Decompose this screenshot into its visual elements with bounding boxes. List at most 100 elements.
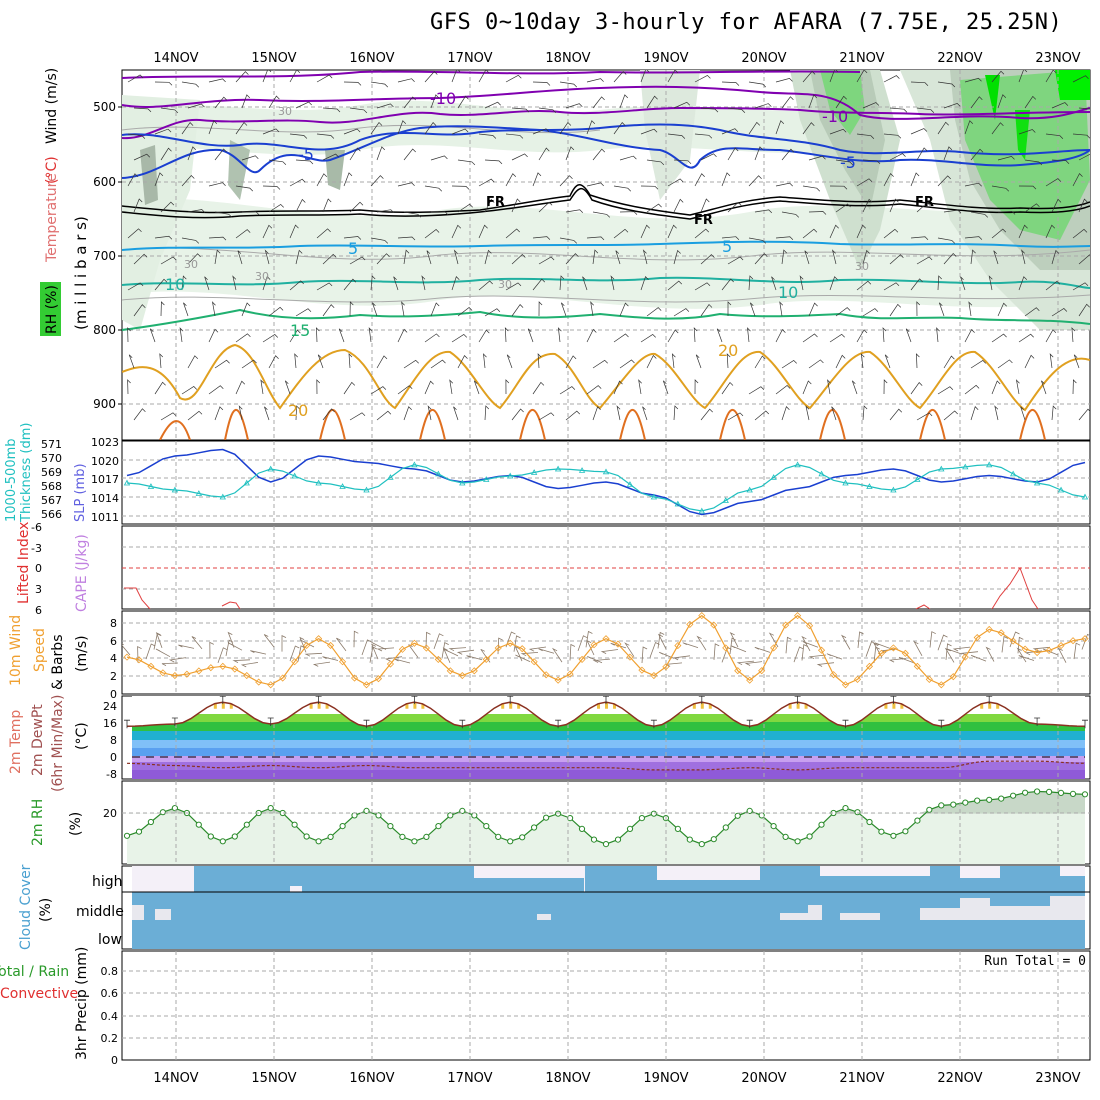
minmax-marker — [459, 719, 466, 729]
upper-wind-barb — [322, 304, 335, 317]
upper-wind-barb — [235, 229, 251, 239]
rh2m-point — [734, 812, 741, 819]
date-label: 16NOV — [349, 1071, 394, 1086]
wind-barb — [801, 643, 808, 661]
upper-wind-barb — [565, 209, 584, 214]
temp-y-ticks: 24 16 8 0 -8 — [103, 700, 117, 781]
wind-speed-point — [794, 612, 802, 620]
rh2m-point — [614, 836, 622, 843]
upper-wind-barb — [295, 249, 303, 265]
upper-wind-barb — [1024, 95, 1037, 109]
rh2m-point — [1034, 788, 1041, 795]
wind-speed-point — [255, 678, 263, 686]
rh2m-point — [602, 841, 610, 848]
upper-wind-barb — [181, 275, 187, 291]
upper-wind-barb — [781, 148, 795, 161]
wind-gridlines — [122, 611, 1090, 694]
upper-wind-barb — [538, 256, 555, 265]
temp-max-cap — [213, 703, 217, 709]
wind-speed-point — [853, 675, 862, 683]
wind-speed-point — [566, 670, 574, 678]
upper-wind-barb — [232, 275, 237, 291]
rh2m-point — [387, 823, 394, 830]
thickness-point — [770, 474, 777, 480]
wind-barb — [384, 656, 403, 662]
upper-wind-barb — [1024, 307, 1040, 317]
upper-wind-barb — [430, 359, 446, 369]
svg-text:-8: -8 — [106, 768, 117, 781]
upper-wind-barb — [754, 355, 766, 369]
rh2m-point — [243, 821, 250, 828]
upper-wind-barb — [538, 301, 543, 317]
upper-wind-barb — [667, 133, 686, 139]
upper-wind-barb — [211, 301, 216, 317]
contour-label: 30 — [184, 258, 198, 271]
upper-wind-barb — [938, 302, 945, 317]
upper-wind-barb — [505, 282, 522, 291]
wind-speed-point — [782, 621, 790, 629]
upper-wind-barb — [370, 121, 383, 135]
upper-wind-barb — [993, 250, 999, 265]
upper-wind-barb — [997, 359, 1013, 369]
upper-wind-barb — [424, 185, 443, 192]
rh2m-point — [626, 825, 634, 833]
upper-wind-barb — [560, 302, 567, 317]
upper-wind-barb — [694, 282, 711, 291]
upper-wind-barb — [802, 380, 812, 395]
upper-wind-barb — [964, 236, 983, 240]
wind-barb — [250, 650, 267, 655]
upper-wind-barb — [559, 175, 573, 187]
upper-wind-barb — [802, 333, 818, 343]
wind-barb — [281, 634, 287, 652]
upper-wind-barb — [754, 103, 772, 109]
upper-wind-barb — [1018, 129, 1036, 135]
rh2m-point — [471, 812, 478, 819]
rh2m-point — [159, 809, 166, 816]
wind-speed-point — [925, 675, 933, 683]
wind-barb — [425, 631, 431, 649]
upper-wind-barb — [505, 379, 510, 395]
upper-wind-barb — [214, 211, 233, 218]
thickness-point — [171, 486, 179, 493]
contour-label: 20 — [718, 341, 738, 360]
upper-wind-barb — [316, 173, 328, 187]
wind-barb — [657, 631, 665, 649]
temp-max-cap — [788, 703, 792, 709]
wind-speed-point — [183, 670, 191, 678]
upper-wind-barb — [149, 328, 156, 343]
contour-20 — [122, 343, 1090, 412]
upper-wind-barb — [592, 406, 601, 421]
upper-wind-barb — [1051, 249, 1060, 265]
upper-wind-barb — [511, 254, 526, 265]
upper-wind-barb — [771, 276, 777, 291]
upper-wind-barb — [372, 302, 378, 317]
svg-text:900: 900 — [93, 397, 116, 411]
upper-wind-barb — [241, 302, 251, 317]
upper-wind-barb — [721, 81, 740, 86]
upper-wind-barb — [532, 81, 551, 86]
wind-barb — [145, 643, 156, 660]
wind-speed-point — [973, 633, 981, 642]
wind-speed-point — [1009, 637, 1017, 645]
upper-wind-barb — [289, 133, 308, 139]
contour-5 — [122, 240, 1090, 251]
upper-wind-barb — [910, 236, 929, 241]
wind-speed-point — [985, 625, 993, 634]
precip-gridlines — [122, 951, 1090, 1060]
upper-wind-barb — [781, 211, 800, 218]
contour-label: FR — [486, 195, 505, 210]
upper-wind-barb — [646, 307, 662, 317]
upper-wind-barb — [775, 385, 791, 395]
wind-speed-point — [279, 674, 287, 682]
thickness-point — [435, 470, 442, 477]
upper-wind-barb — [694, 379, 699, 395]
rh2m-point — [698, 841, 705, 848]
date-label: 19NOV — [643, 1071, 688, 1086]
upper-wind-barb — [970, 96, 983, 109]
upper-wind-barb — [295, 159, 314, 165]
upper-tick-marks — [118, 106, 122, 405]
wind-barb — [649, 641, 660, 658]
temperature-label: Temperature — [44, 173, 60, 263]
upper-wind-barb — [565, 103, 583, 109]
wind-barb — [729, 637, 737, 655]
